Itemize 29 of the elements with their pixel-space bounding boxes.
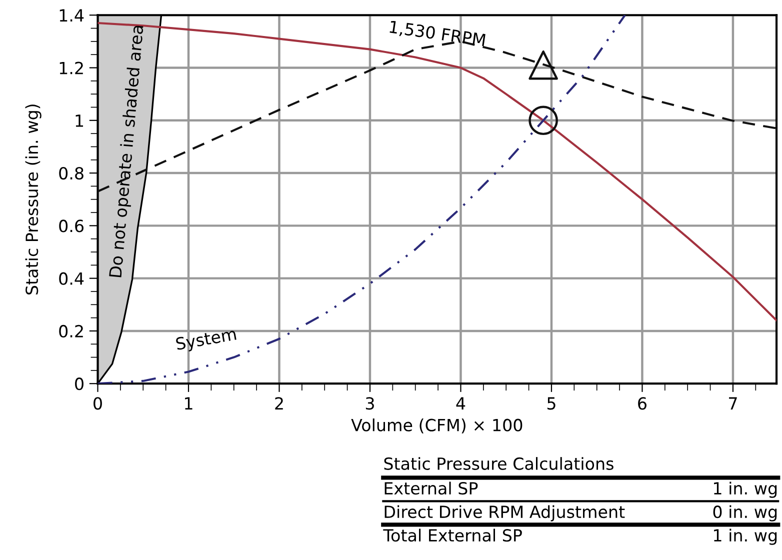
y-tick-label: 0	[75, 378, 84, 390]
text: Total External SP	[383, 528, 522, 542]
text: 1 in. wg	[714, 482, 777, 498]
y-tick-label: 1.4	[60, 9, 84, 22]
x-tick-label: 5	[547, 397, 556, 410]
text: Static Pressure Calculations	[384, 457, 614, 470]
text: 1 in. wg	[714, 528, 777, 545]
x-tick-label: 4	[456, 397, 466, 410]
x-tick-label: 1	[185, 397, 192, 410]
y-tick-label: 0.8	[59, 167, 84, 180]
y-tick-label: 1.2	[60, 62, 83, 74]
y-tick-label: 0.4	[59, 272, 84, 285]
y-tick-label: 0.6	[59, 220, 84, 232]
text: 0 in. wg	[713, 505, 777, 522]
text: Direct Drive RPM Adjustment	[384, 505, 625, 522]
y-tick-label: 0.2	[59, 324, 83, 338]
x-tick-label: 0	[94, 397, 102, 410]
annotation: Do not operate in shaded area	[108, 25, 147, 278]
line-series	[98, 22, 777, 322]
x-tick-label: 7	[729, 397, 737, 410]
x-tick-label: 2	[275, 397, 283, 410]
y-tick-label: 1	[76, 114, 84, 127]
x-tick-label: 6	[638, 397, 646, 410]
text: System	[175, 327, 237, 354]
x-tick-label: 3	[366, 397, 374, 410]
text: External SP	[384, 482, 478, 495]
text: 1,530 FRPM	[389, 20, 486, 48]
x-axis-title: Volume (CFM) × 100	[351, 418, 522, 434]
y-axis-title: Static Pressure (in. wg)	[25, 104, 42, 294]
